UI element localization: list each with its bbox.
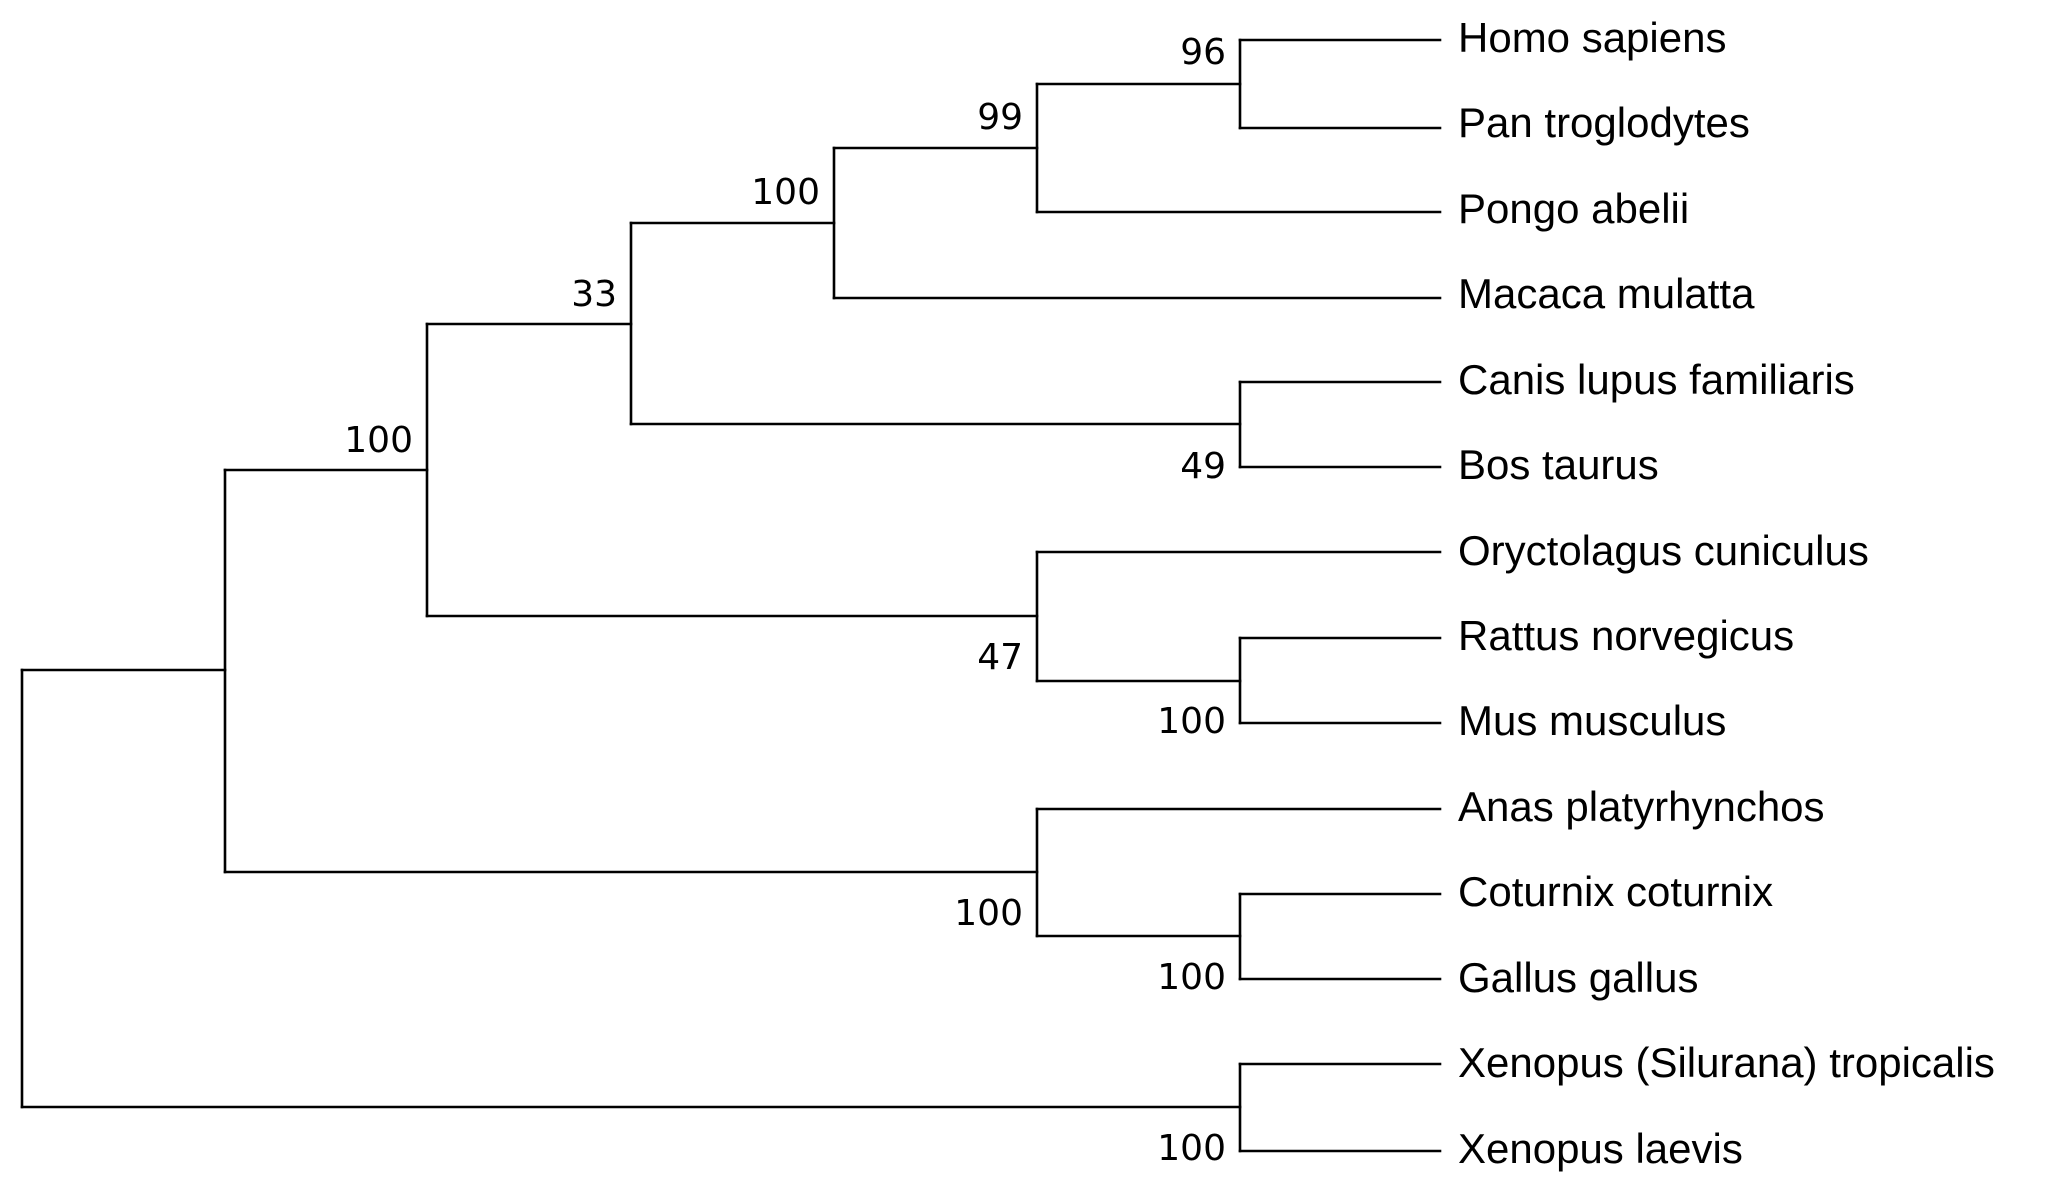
taxon-label: Homo sapiens bbox=[1458, 14, 1726, 61]
support-rattus-mus: 100 bbox=[1157, 701, 1226, 742]
support-homo-pan: 96 bbox=[1180, 32, 1226, 73]
taxon-label: Mus musculus bbox=[1458, 697, 1726, 744]
taxon-label: Canis lupus familiaris bbox=[1458, 356, 1855, 403]
taxon-label: Coturnix coturnix bbox=[1458, 868, 1773, 915]
taxon-label: Rattus norvegicus bbox=[1458, 612, 1794, 659]
taxon-label: Oryctolagus cuniculus bbox=[1458, 527, 1869, 574]
support-rabbit-rodents: 47 bbox=[977, 637, 1023, 678]
support-homo-pan-pongo: 99 bbox=[977, 97, 1023, 138]
bootstrap-support-values: 96 99 100 33 49 100 47 100 100 100 100 bbox=[344, 32, 1226, 1169]
support-coturnix-gallus: 100 bbox=[1157, 957, 1226, 998]
support-birds: 100 bbox=[954, 893, 1023, 934]
taxon-label: Bos taurus bbox=[1458, 441, 1659, 488]
taxon-label: Macaca mulatta bbox=[1458, 270, 1755, 317]
support-primates-laurasiatheria: 33 bbox=[571, 274, 617, 315]
taxon-label: Gallus gallus bbox=[1458, 954, 1698, 1001]
support-primates: 100 bbox=[751, 172, 820, 213]
taxon-label: Xenopus laevis bbox=[1458, 1125, 1743, 1172]
taxon-label: Anas platyrhynchos bbox=[1458, 783, 1825, 830]
tree-branches bbox=[20, 38, 1442, 1153]
support-xenopus: 100 bbox=[1157, 1128, 1226, 1169]
support-mammals: 100 bbox=[344, 420, 413, 461]
taxon-label: Xenopus (Silurana) tropicalis bbox=[1458, 1039, 1995, 1086]
support-canis-bos: 49 bbox=[1180, 446, 1226, 487]
taxon-label: Pongo abelii bbox=[1458, 185, 1689, 232]
taxon-labels: Homo sapiens Pan troglodytes Pongo abeli… bbox=[1458, 14, 1995, 1172]
taxon-label: Pan troglodytes bbox=[1458, 99, 1750, 146]
